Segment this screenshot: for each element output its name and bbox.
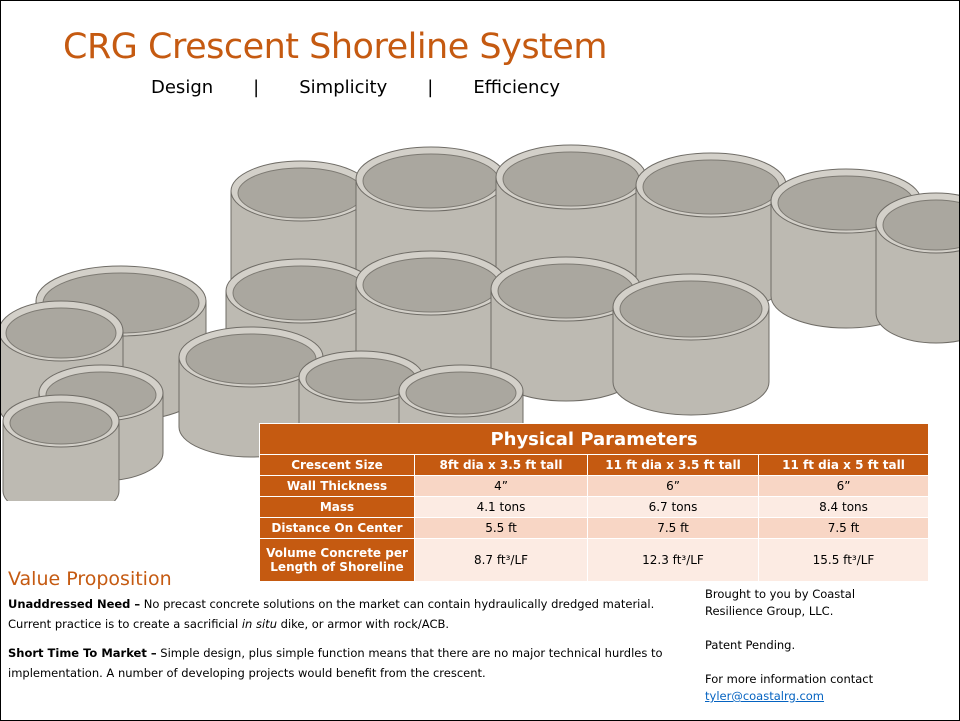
section-title: Value Proposition [8,568,688,590]
table-cell: 15.5 ft³/LF [759,539,929,582]
patent: Patent Pending. [705,637,905,654]
subtitle: Design | Simplicity | Efficiency [151,77,600,98]
body: CRG Crescent Shoreline System Design | Sim… [0,0,960,721]
contact: Brought to you by Coastal Resilience Gro… [705,586,905,705]
column-header: Crescent Size [260,455,415,476]
column-header: 8ft dia x 3.5 ft tall [415,455,588,476]
subtitle-separator: | [427,77,433,98]
table-cell: 7.5 ft [759,518,929,539]
table-title: Physical Parameters [260,424,929,455]
crescent-inner [620,281,762,337]
email-link[interactable]: tyler@coastalrg.com [705,689,824,703]
row-header: Wall Thickness [260,476,415,497]
contact-text: For more information contact [705,672,873,686]
paragraph-text: dike, or armor with rock/ACB. [277,617,449,631]
crescent-inner [238,168,364,218]
table-cell: 6.7 tons [588,497,759,518]
crescent-inner [6,308,116,358]
table-cell: 4.1 tons [415,497,588,518]
subtitle-word: Design [151,77,213,98]
paragraph-label: Unaddressed Need – [8,597,140,611]
paragraph-text: in situ [242,617,277,631]
crescent-inner [363,154,499,208]
table-cell: 5.5 ft [415,518,588,539]
subtitle-word: Efficiency [473,77,560,98]
crescent-inner [233,266,369,320]
table-cell: 7.5 ft [588,518,759,539]
page: CRG Crescent Shoreline System {"header":… [0,0,960,721]
table-cell: 4” [415,476,588,497]
credit: Brought to you by Coastal Resilience Gro… [705,586,905,620]
table-cell: 6” [588,476,759,497]
subtitle-word: Simplicity [299,77,387,98]
crescent-inner [503,152,639,206]
column-header: 11 ft dia x 3.5 ft tall [588,455,759,476]
column-header: 11 ft dia x 5 ft tall [759,455,929,476]
crescent-inner [10,402,112,444]
crescent-inner [643,160,779,214]
value-proposition: Value Proposition Unaddressed Need – No … [8,568,688,692]
subtitle-separator: | [253,77,259,98]
paragraph: Short Time To Market – Simple design, pl… [8,643,688,683]
paragraph-label: Short Time To Market – [8,646,157,660]
crescent-inner [186,334,316,384]
crescent-inner [363,258,499,312]
row-header: Mass [260,497,415,518]
table-cell: 8.4 tons [759,497,929,518]
slide: CRG Crescent Shoreline System Design | Sim… [0,0,960,721]
slide-title: CRG Crescent Shoreline System [63,27,607,67]
table-cell: 6” [759,476,929,497]
contact-info: For more information contact tyler@coasta… [705,671,905,705]
row-header: Distance On Center [260,518,415,539]
crescent-inner [406,372,516,414]
paragraph: Unaddressed Need – No precast concrete s… [8,594,688,634]
